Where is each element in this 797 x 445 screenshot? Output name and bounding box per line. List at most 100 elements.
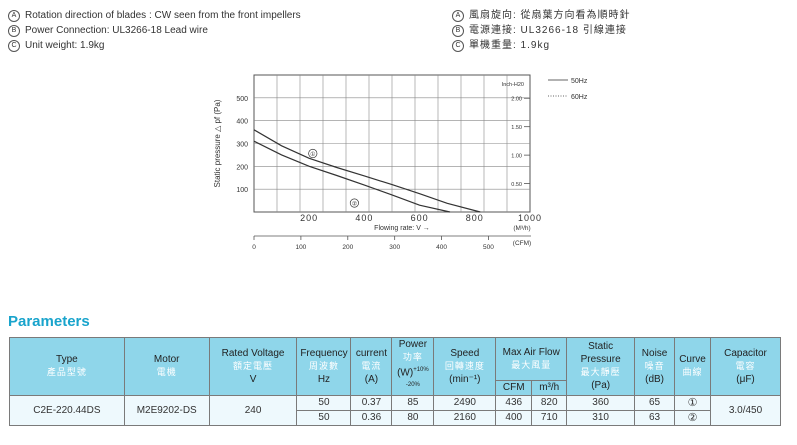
x-tick-label: 600 — [411, 213, 429, 223]
cell-noise: 63 — [634, 409, 676, 426]
header-curve-zh: 曲線 — [682, 367, 703, 378]
cfm-tick-label: 500 — [483, 244, 494, 250]
note-power-zh: B 電源連接: UL3266-18 引線連接 — [452, 23, 782, 38]
legend-label: 60Hz — [571, 94, 588, 101]
y-axis-label: Static pressure △ pf (Pa) — [213, 99, 222, 187]
inch-tick-label: 0.50 — [511, 182, 522, 188]
x-tick-label: 1000 — [518, 213, 542, 223]
parameters-table: Type 產品型號 Motor 電機 Rated Voltage 額定電壓 V Freq… — [9, 337, 781, 426]
header-current-unit: (A) — [364, 373, 379, 385]
header-frequency-zh: 周波數 — [308, 360, 339, 371]
cell-voltage: 240 — [208, 394, 298, 426]
note-weight-zh: C 單機重量: 1.9kg — [452, 38, 782, 53]
header-speed-unit: (min⁻¹) — [449, 373, 481, 385]
performance-chart: 100 200 300 400 500 Static pressure △ pf (Pa)… — [213, 74, 588, 250]
curve-label: ② — [352, 200, 357, 207]
header-noise-en: Noise — [641, 347, 668, 359]
header-noise: Noise 噪音 (dB) — [634, 337, 676, 396]
cell-frequency: 50 — [296, 409, 352, 426]
header-motor-en: Motor — [153, 354, 180, 366]
table-subheader-row: CFM m³/h — [10, 379, 781, 396]
s.name === "50Hz" ? "curve-50hz" : "curve-60hz" — [253, 129, 481, 213]
header-airflow-zh: 最大風量 — [511, 359, 552, 370]
header-capacitor-zh: 電容 — [735, 360, 756, 371]
header-motor-zh: 電機 — [156, 367, 177, 378]
curve-label: ① — [310, 151, 315, 158]
header-airflow: Max Air Flow 最大風量 — [495, 337, 568, 381]
header-voltage-zh: 額定電壓 — [233, 360, 274, 371]
cell-speed: 2160 — [433, 409, 497, 426]
cell-type: C2E-220.44DS — [9, 394, 125, 426]
circled-a-icon: A — [8, 9, 20, 22]
header-power-unit-text: (W) — [397, 367, 414, 379]
curve-marker — [349, 198, 359, 208]
x-axis-label: Flowing rate: V → — [374, 225, 430, 232]
header-airflow-cfm: CFM — [495, 379, 533, 396]
header-airflow-m3h: m³/h — [531, 379, 568, 396]
x-tick-label: 800 — [466, 213, 484, 223]
header-noise-unit: (dB) — [645, 373, 665, 385]
header-speed-zh: 回轉速度 — [444, 360, 485, 371]
parameters-heading: Parameters — [8, 313, 90, 330]
cell-power: 80 — [391, 409, 435, 426]
cell-noise: 65 — [634, 394, 676, 411]
inch-tick-label: 2.00 — [511, 97, 522, 103]
header-pressure-en: Static Pressure — [580, 341, 621, 366]
header-pressure-unit: (Pa) — [591, 380, 611, 392]
header-voltage: Rated Voltage 額定電壓 V — [208, 337, 298, 396]
legend-label: 50Hz — [571, 78, 588, 85]
cell-m3h: 710 — [531, 409, 568, 426]
power-tolerance: +10% -20% — [405, 367, 429, 389]
cell-curve: ① — [674, 394, 712, 411]
header-curve: Curve 曲線 — [674, 337, 712, 396]
header-type-zh: 產品型號 — [46, 367, 87, 378]
header-capacitor-unit: (μF) — [736, 373, 755, 385]
y-tick-label: 300 — [236, 142, 248, 149]
header-voltage-unit: V — [249, 373, 257, 385]
cell-current: 0.36 — [350, 409, 393, 426]
header-motor: Motor 電機 — [123, 337, 210, 396]
cfm-tick-label: 200 — [342, 244, 353, 250]
x-tick-label: 200 — [300, 213, 318, 223]
header-speed-en: Speed — [450, 347, 480, 359]
header-frequency-unit: Hz — [317, 373, 331, 385]
note-power-connection: B Power Connection: UL3266-18 Lead wire — [8, 23, 338, 38]
header-current-zh: 電流 — [361, 360, 382, 371]
cell-pressure: 360 — [566, 394, 636, 411]
note-unit-weight: C Unit weight: 1.9kg — [8, 38, 338, 53]
x-unit-label: (M³/h) — [513, 225, 530, 232]
cell-cfm: 400 — [495, 409, 533, 426]
header-power-unit: (W)+10% -20% — [392, 364, 433, 395]
notes-english: A Rotation direction of blades : CW seen … — [8, 8, 338, 53]
cfm-unit-label: (CFM) — [513, 240, 531, 247]
header-airflow-en: Max Air Flow — [502, 346, 560, 358]
y-tick-label: 100 — [236, 187, 248, 194]
header-capacitor: Capacitor 電容 (μF) — [710, 337, 781, 396]
cell-motor: M2E9202-DS — [123, 394, 210, 426]
header-voltage-en: Rated Voltage — [221, 347, 285, 359]
header-capacitor-en: Capacitor — [724, 347, 767, 359]
note-weight-text: Unit weight: 1.9kg — [25, 40, 105, 52]
header-noise-zh: 噪音 — [644, 360, 665, 371]
circled-b-icon: B — [8, 24, 20, 37]
cell-frequency: 50 — [296, 394, 352, 411]
table-row: 50 0.36 80 2160 400 710 310 63 ② — [10, 409, 781, 426]
cell-curve: ② — [674, 409, 712, 426]
header-frequency: Frequency 周波數 Hz — [296, 337, 352, 396]
note-rotation: A Rotation direction of blades : CW seen … — [8, 8, 338, 23]
cfm-tick-label: 0 — [252, 244, 256, 250]
y-tick-label: 500 — [236, 96, 248, 103]
x-tick-label: 400 — [355, 213, 373, 223]
table-row: C2E-220.44DS M2E9202-DS 240 50 0.37 85 2… — [9, 394, 781, 426]
cell-cfm: 436 — [495, 394, 533, 411]
header-pressure-zh: 最大靜壓 — [580, 367, 621, 378]
cell-power: 85 — [391, 394, 435, 411]
header-power: Power 功率 (W)+10% -20% — [391, 337, 435, 396]
circled-b-icon: B — [452, 24, 464, 37]
cfm-tick-label: 400 — [436, 244, 447, 250]
curve-marker — [308, 148, 318, 159]
y-tick-label: 200 — [236, 164, 248, 171]
inch-tick-label: 1.00 — [511, 154, 522, 160]
cfm-tick-label: 300 — [389, 244, 400, 250]
cfm-tick-label: 100 — [295, 244, 306, 250]
